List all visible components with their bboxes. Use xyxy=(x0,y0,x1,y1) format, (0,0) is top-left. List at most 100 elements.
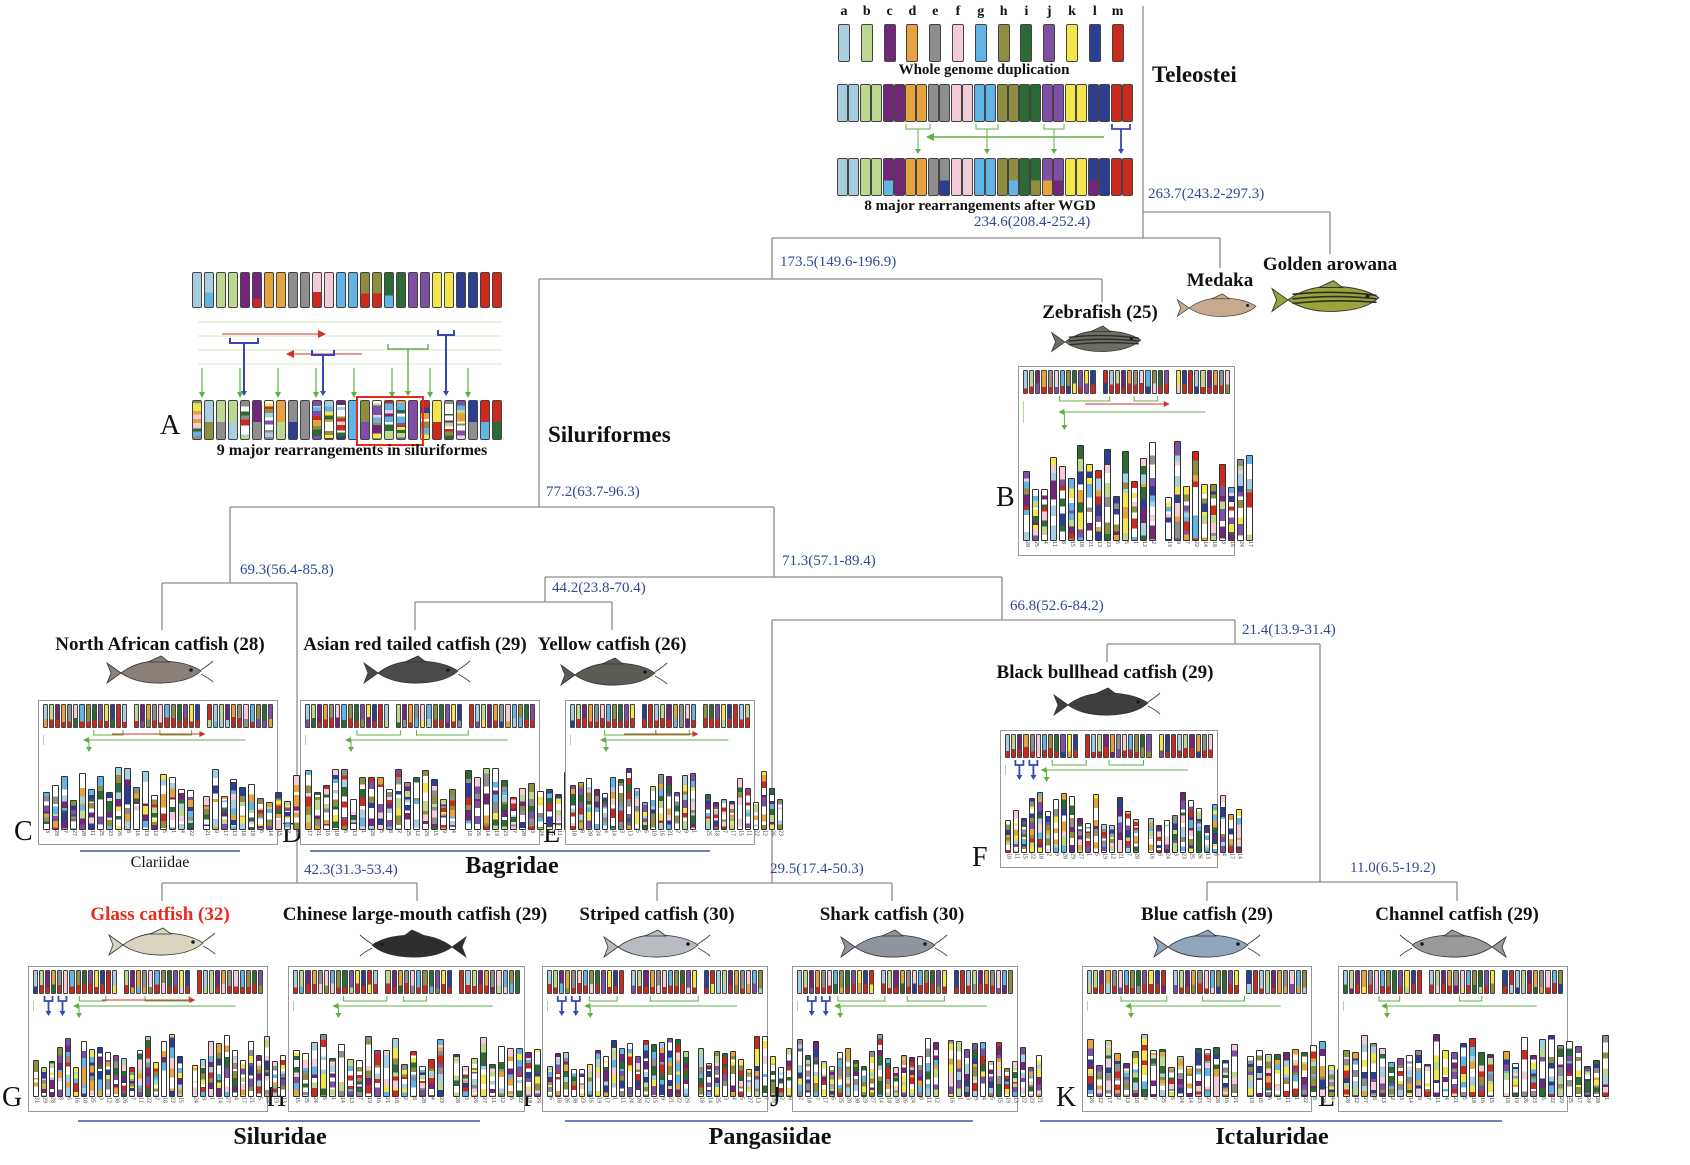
mini-chromosome xyxy=(225,704,231,728)
chromosome-number: 31 xyxy=(33,1097,40,1104)
chromosome-number: 15 xyxy=(737,830,744,837)
mini-chromosome xyxy=(1539,970,1545,994)
chromosome-number: 7 xyxy=(1425,1097,1431,1101)
chromosome: 15 xyxy=(1256,1050,1263,1110)
mini-chromosome xyxy=(1117,970,1123,994)
chromosome-number: 15 xyxy=(996,1097,1003,1104)
chromosome-number: 16 xyxy=(1148,853,1155,860)
panel-letter-c: C xyxy=(14,816,33,847)
mini-chromosome xyxy=(1108,370,1114,394)
chromosome: 26 xyxy=(769,788,776,843)
chromosome-bar xyxy=(770,1056,776,1097)
chromosome: 24 xyxy=(537,791,544,843)
chromosome: 18 xyxy=(465,770,472,843)
asian-red-tailed-catfish-label: Asian red tailed catfish (29) xyxy=(303,634,527,655)
chromosome-number: 25 xyxy=(1567,1097,1573,1104)
mini-chromosome xyxy=(477,970,483,994)
siluriformes-top-chromosome xyxy=(300,272,310,308)
chromosome: 25 xyxy=(302,1053,309,1110)
chromosome-bar xyxy=(401,1064,408,1097)
chromosome-bar xyxy=(1029,798,1035,853)
chromosome-number: 12 xyxy=(1109,853,1116,860)
chromosome: 14 xyxy=(877,1034,884,1110)
chromosome-number: 13 xyxy=(348,1097,354,1104)
chromosome-number: 6 xyxy=(508,1097,514,1101)
chromosome-letter: f xyxy=(955,4,961,19)
mini-chromosome xyxy=(1047,370,1053,394)
siluriformes-top-chromosome xyxy=(432,272,442,308)
siluriformes-bottom-chromosome xyxy=(300,400,310,440)
chromosome-number: 17 xyxy=(1576,1097,1582,1104)
siluriformes-top-chromosome xyxy=(288,272,298,308)
chromosome-bar xyxy=(595,1050,601,1097)
mini-chromosome xyxy=(1246,970,1252,994)
chromosome: 5 xyxy=(634,788,641,843)
chromosome-bar xyxy=(70,800,77,830)
chromosome-bar xyxy=(1168,1067,1175,1097)
chromosome-bar xyxy=(422,770,429,830)
chromosome-bar xyxy=(746,1069,752,1097)
karyotype-top-row xyxy=(570,704,750,728)
siluriformes-bottom-chromosome xyxy=(264,400,274,440)
mini-chromosome xyxy=(109,704,115,728)
channel-catfish-fish-image xyxy=(1396,928,1514,971)
mini-chromosome xyxy=(666,704,672,728)
mini-chromosome xyxy=(809,970,815,994)
siluriformes-rearrangement-panel xyxy=(192,272,508,446)
chromosome-number: 2 xyxy=(797,1097,804,1101)
mini-chromosome xyxy=(160,970,166,994)
siluriformes-bottom-chromosome xyxy=(396,400,406,440)
siluriformes-top-chromosome xyxy=(252,272,262,308)
chromosome-number: 16 xyxy=(658,830,665,837)
chromosome: 9 xyxy=(200,1059,207,1110)
mini-chromosome xyxy=(196,970,203,994)
chromosome: 17 xyxy=(1575,1046,1582,1110)
mini-chromosome xyxy=(396,704,402,728)
chromosome-bar xyxy=(845,1048,851,1097)
chromosome-bar xyxy=(410,1051,417,1097)
mini-chromosome xyxy=(1557,970,1563,994)
chromosome-bar xyxy=(453,1054,460,1097)
chromosome-bar xyxy=(1213,1047,1220,1097)
chromosome: 11 xyxy=(1283,1052,1290,1110)
chromosome-bar xyxy=(1123,1063,1130,1097)
chromosome-number: 25 xyxy=(1033,541,1039,548)
chromosome-bar xyxy=(1132,1051,1139,1097)
chromosome: 2 xyxy=(797,1039,804,1110)
siluriformes-bottom-chromosome xyxy=(360,400,370,440)
mini-chromosome xyxy=(1160,970,1166,994)
chromosome: 20 xyxy=(519,788,526,843)
chromosome-bar xyxy=(489,1064,496,1097)
chromosome: 29 xyxy=(534,1049,541,1110)
ancestral-chromosome xyxy=(883,24,896,62)
chromosome-bar xyxy=(320,1034,327,1097)
chromosome-bar xyxy=(1397,1058,1404,1097)
chromosome-number: 29 xyxy=(1558,1097,1564,1104)
chromosome-bar xyxy=(1231,1044,1238,1097)
chromosome: 30 xyxy=(853,1060,860,1110)
chromosome-number: 20 xyxy=(1320,1097,1326,1104)
chromosome-bar xyxy=(829,1066,835,1097)
chromosome: 9 xyxy=(1174,441,1181,554)
chromosome: 26 xyxy=(115,767,122,843)
chromosome: 22 xyxy=(1548,1035,1555,1110)
channel-catfish-label: Channel catfish (29) xyxy=(1375,904,1539,925)
chromosome-number: 5 xyxy=(378,830,384,834)
chromosome-number: 2 xyxy=(1150,541,1156,545)
mini-chromosome xyxy=(1404,970,1410,994)
chromosome-number: 13 xyxy=(626,830,633,837)
mini-chromosome xyxy=(1035,370,1041,394)
siluriformes-bottom-chromosome xyxy=(288,400,298,440)
chromosome-bar xyxy=(1105,1040,1112,1097)
chromosome-bar xyxy=(893,1067,899,1097)
duplicated-chromosome xyxy=(882,158,894,196)
mini-chromosome xyxy=(255,704,261,728)
chromosome: 4 xyxy=(602,793,609,843)
mini-chromosome xyxy=(1194,370,1200,394)
chromosome: 14 xyxy=(706,1063,713,1110)
chromosome: 26 xyxy=(471,1058,478,1110)
mini-chromosome xyxy=(1514,970,1520,994)
karyotype-panel-l: 28 12 27 8 13 2 3 14 9 7 11 4 21 5 10 16 15 18 19 26 23 6 22 29… xyxy=(1338,966,1609,1112)
mini-chromosome xyxy=(239,970,245,994)
chromosome: 2 xyxy=(1149,442,1156,554)
